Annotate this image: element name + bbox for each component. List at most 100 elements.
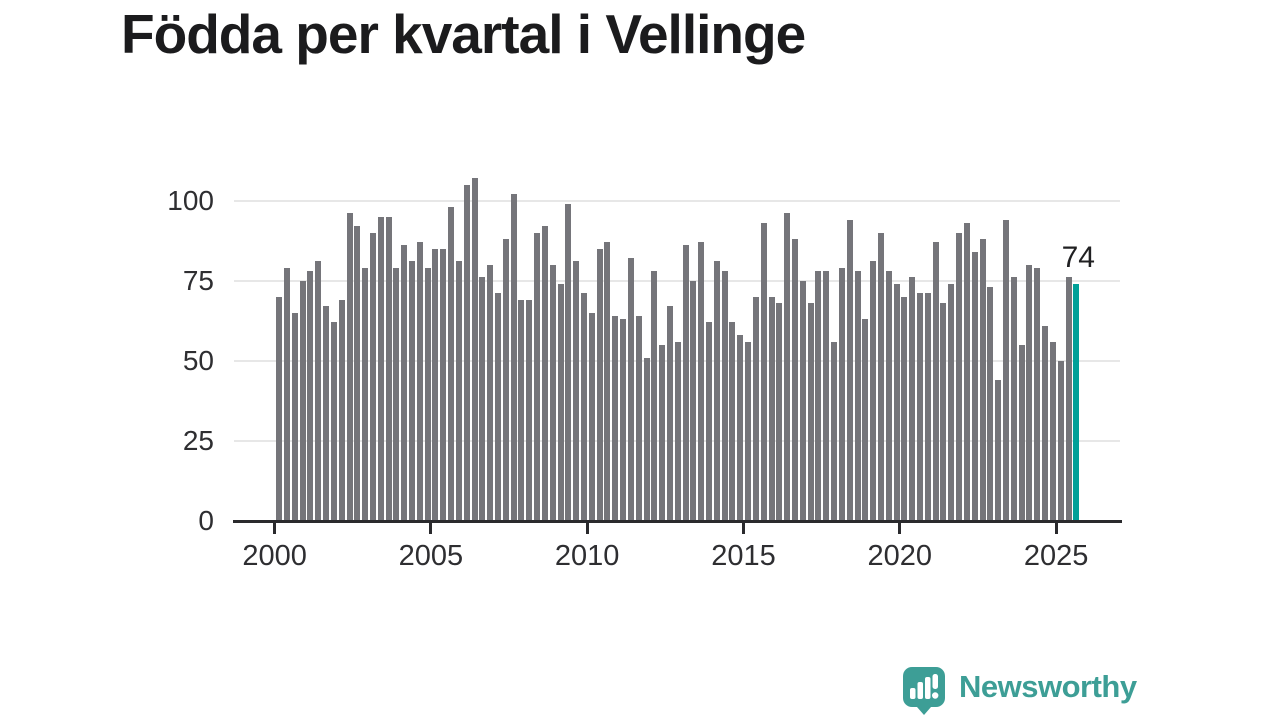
bar bbox=[315, 261, 322, 521]
bar bbox=[541, 226, 548, 521]
bar bbox=[401, 245, 408, 521]
bar bbox=[690, 280, 697, 521]
x-axis-tick-2005 bbox=[429, 522, 433, 534]
bar bbox=[760, 222, 767, 521]
x-axis-tick-2020 bbox=[898, 522, 902, 534]
bar bbox=[471, 178, 478, 521]
bar bbox=[698, 242, 705, 521]
bar bbox=[526, 299, 533, 521]
bar bbox=[893, 283, 900, 521]
bar bbox=[768, 296, 775, 521]
bar bbox=[674, 341, 681, 521]
x-axis-label-2010: 2010 bbox=[554, 540, 620, 572]
bar bbox=[815, 271, 822, 521]
bar bbox=[385, 216, 392, 521]
bar bbox=[995, 380, 1002, 521]
bar bbox=[776, 303, 783, 521]
x-axis-label-2005: 2005 bbox=[398, 540, 464, 572]
x-axis-tick-2025 bbox=[1054, 522, 1058, 534]
bar bbox=[752, 296, 759, 521]
bar bbox=[940, 303, 947, 521]
bar bbox=[557, 283, 564, 521]
bar bbox=[1026, 264, 1033, 521]
bar bbox=[1057, 360, 1064, 522]
bar bbox=[987, 287, 994, 521]
bar bbox=[424, 267, 431, 521]
bar bbox=[807, 303, 814, 521]
bar bbox=[666, 306, 673, 521]
y-axis-label-100: 100 bbox=[167, 184, 214, 216]
bar bbox=[838, 267, 845, 521]
bar bbox=[956, 232, 963, 521]
bar bbox=[963, 222, 970, 521]
bar bbox=[284, 267, 291, 521]
bar bbox=[854, 271, 861, 521]
x-axis-tick-2010 bbox=[585, 522, 589, 534]
bar bbox=[1065, 277, 1072, 521]
bar bbox=[580, 293, 587, 521]
bar bbox=[862, 319, 869, 521]
bar bbox=[299, 280, 306, 521]
bar bbox=[362, 267, 369, 521]
bar bbox=[487, 264, 494, 521]
bar bbox=[588, 312, 595, 521]
bar bbox=[338, 299, 345, 521]
bar bbox=[737, 335, 744, 521]
bar bbox=[784, 213, 791, 521]
bar bbox=[682, 245, 689, 521]
bar bbox=[979, 239, 986, 521]
newsworthy-logo: Newsworthy bbox=[903, 667, 1137, 720]
bar bbox=[651, 271, 658, 521]
bar bbox=[502, 239, 509, 521]
newsworthy-logo-text: Newsworthy bbox=[959, 669, 1137, 704]
bar bbox=[885, 271, 892, 521]
bar bbox=[745, 341, 752, 521]
highlight-bar-latest-quarter bbox=[1073, 283, 1080, 521]
bar bbox=[377, 216, 384, 521]
bar bbox=[463, 184, 470, 521]
bar bbox=[479, 277, 486, 521]
bar bbox=[924, 293, 931, 521]
bar bbox=[510, 194, 517, 521]
bar bbox=[604, 242, 611, 521]
bar bbox=[877, 232, 884, 521]
y-axis-label-0: 0 bbox=[198, 505, 214, 536]
x-axis-tick-2000 bbox=[273, 522, 277, 534]
bar bbox=[573, 261, 580, 521]
bar bbox=[354, 226, 361, 521]
x-axis-label-2025: 2025 bbox=[1023, 540, 1089, 572]
bar bbox=[791, 239, 798, 521]
bar bbox=[393, 267, 400, 521]
bar bbox=[620, 319, 627, 521]
x-axis-label-2015: 2015 bbox=[711, 540, 776, 572]
x-axis-label-2020: 2020 bbox=[867, 540, 933, 572]
bar bbox=[713, 261, 720, 521]
bar bbox=[323, 306, 330, 521]
bar bbox=[455, 261, 462, 521]
bar bbox=[1042, 325, 1049, 521]
bar bbox=[612, 315, 619, 521]
highlight-value-label: 74 bbox=[1061, 240, 1095, 274]
bar bbox=[307, 271, 314, 521]
bar bbox=[1002, 219, 1009, 521]
bar bbox=[823, 271, 830, 521]
bar bbox=[432, 248, 439, 521]
bar bbox=[346, 213, 353, 521]
bar bbox=[440, 248, 447, 521]
bar bbox=[870, 261, 877, 521]
y-axis-label-75: 75 bbox=[182, 264, 214, 296]
bar bbox=[1010, 277, 1017, 521]
bar bbox=[534, 232, 541, 521]
bar bbox=[448, 206, 455, 521]
bar bbox=[1049, 341, 1056, 521]
page-title: Födda per kvartal i Vellinge bbox=[121, 3, 806, 65]
bar bbox=[518, 299, 525, 521]
bar bbox=[409, 261, 416, 521]
bar bbox=[330, 322, 337, 521]
bar bbox=[831, 341, 838, 521]
bar bbox=[901, 296, 908, 521]
newsworthy-speech-bubble-bar-chart-icon bbox=[903, 667, 945, 720]
bar bbox=[799, 280, 806, 521]
